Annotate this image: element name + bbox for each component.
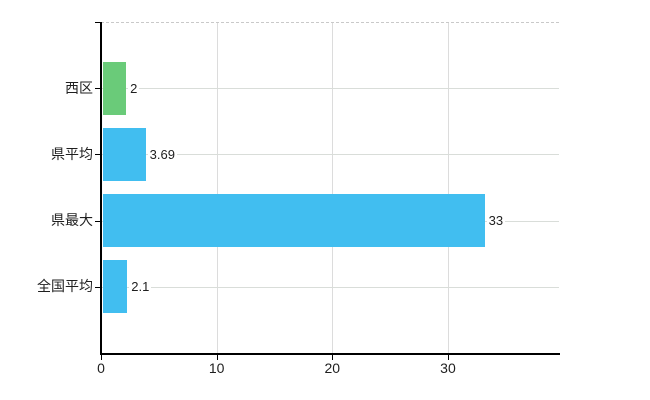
y-axis-line <box>100 22 102 354</box>
y-axis-tick <box>95 88 100 90</box>
category-label: 全国平均 <box>37 278 93 295</box>
category-label: 県平均 <box>51 145 93 162</box>
bar-value-label: 3.69 <box>147 127 177 181</box>
bar-県最大 <box>103 194 485 248</box>
category-label: 県最大 <box>51 212 93 229</box>
horizontal-gridline <box>101 88 559 90</box>
y-axis-tick <box>95 154 100 156</box>
category-label: 西区 <box>65 79 93 96</box>
y-axis-tick <box>95 286 100 288</box>
plot-top-border <box>101 22 559 23</box>
vertical-gridline <box>332 22 334 353</box>
x-axis-line <box>100 353 560 355</box>
y-axis-tick <box>95 220 100 222</box>
bar-value-label: 33 <box>486 194 506 248</box>
x-axis-tick-label: 20 <box>324 360 341 376</box>
x-axis-tick <box>447 353 449 360</box>
bar-西区 <box>103 61 127 115</box>
x-axis-tick-label: 30 <box>440 360 456 376</box>
vertical-gridline <box>447 22 449 353</box>
horizontal-gridline <box>101 286 559 288</box>
x-axis-tick <box>101 353 102 360</box>
x-axis-tick <box>332 353 334 360</box>
x-axis-tick <box>216 353 218 360</box>
x-axis-tick-label: 10 <box>208 360 225 376</box>
vertical-gridline <box>216 22 218 353</box>
bar-value-label: 2 <box>128 61 140 115</box>
y-axis-top-tick <box>95 22 100 23</box>
bar-全国平均 <box>103 260 128 314</box>
x-axis-tick-label: 0 <box>97 360 105 376</box>
bar-value-label: 2.1 <box>129 260 152 314</box>
horizontal-gridline <box>101 154 559 156</box>
bar-県平均 <box>103 127 146 181</box>
